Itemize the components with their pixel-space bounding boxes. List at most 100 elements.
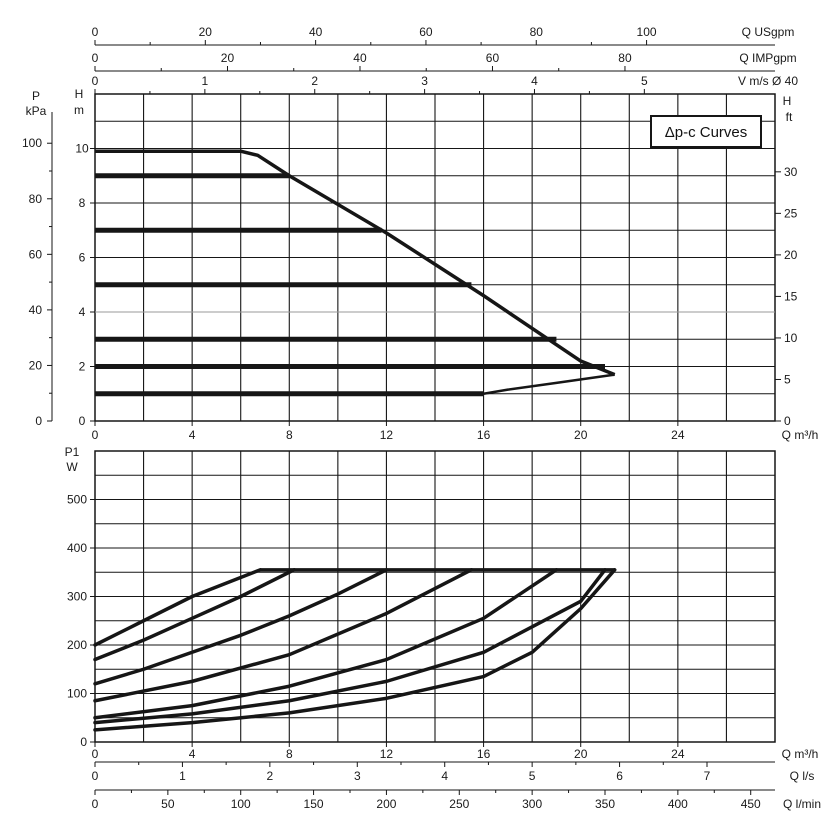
power-x-axis-label: Q m³/h <box>782 747 819 761</box>
ft-tick-label: 15 <box>784 289 798 303</box>
head-y-tick-label: 10 <box>75 142 89 156</box>
power-curve-4 <box>93 568 559 720</box>
power-x-tick-label: 24 <box>671 747 685 761</box>
head-x-tick-label: 24 <box>671 428 685 442</box>
power-y-tick-label: 400 <box>67 541 87 555</box>
top-axis-tick-label: 20 <box>199 25 213 39</box>
bottom-axis-tick-label: 7 <box>704 769 711 783</box>
head-y-tick-label: 8 <box>79 196 86 210</box>
ft-tick-label: 20 <box>784 248 798 262</box>
head-chart <box>47 40 781 426</box>
bottom-axis-tick-label: 350 <box>595 797 615 811</box>
top-axis-tick-label: 4 <box>531 74 538 88</box>
bottom-axis-tick-label: 400 <box>668 797 688 811</box>
top-axis-label: V m/s Ø 40 <box>738 74 798 88</box>
bottom-axis-tick-label: 250 <box>449 797 469 811</box>
head-min-curve <box>95 373 615 395</box>
top-axis-tick-label: 0 <box>92 25 99 39</box>
power-y-axis-unit: W <box>66 460 78 474</box>
top-axis-tick-label: 0 <box>92 51 99 65</box>
head-x-tick-label: 8 <box>286 428 293 442</box>
power-x-tick-label: 12 <box>380 747 394 761</box>
power-y-tick-label: 200 <box>67 638 87 652</box>
pressure-tick-label: 0 <box>35 414 42 428</box>
top-axis-tick-label: 80 <box>530 25 544 39</box>
bottom-axis-tick-label: 6 <box>616 769 623 783</box>
bottom-axis-tick-label: 100 <box>231 797 251 811</box>
head-x-tick-label: 4 <box>189 428 196 442</box>
power-curve-1 <box>93 568 296 662</box>
power-chart <box>90 450 776 795</box>
ft-tick-label: 30 <box>784 165 798 179</box>
power-x-tick-label: 20 <box>574 747 588 761</box>
head-max-curve <box>95 149 616 377</box>
pressure-axis-label: P <box>32 89 40 103</box>
top-axis-tick-label: 1 <box>202 74 209 88</box>
pressure-axis-unit: kPa <box>26 104 47 118</box>
bottom-axis-tick-label: 3 <box>354 769 361 783</box>
bottom-axis-tick-label: 5 <box>529 769 536 783</box>
power-y-tick-label: 500 <box>67 493 87 507</box>
bottom-axis-tick-label: 50 <box>161 797 175 811</box>
top-axis-tick-label: 40 <box>309 25 323 39</box>
top-axis-tick-label: 5 <box>641 74 648 88</box>
power-curve-5 <box>93 568 607 725</box>
pressure-tick-label: 100 <box>22 136 42 150</box>
chart-title: Δp-c Curves <box>665 124 748 141</box>
power-x-tick-label: 0 <box>92 747 99 761</box>
pressure-tick-label: 60 <box>29 247 43 261</box>
bottom-axis-tick-label: 0 <box>92 797 99 811</box>
power-y-axis-label: P1 <box>65 445 80 459</box>
top-axis-tick-label: 40 <box>353 51 367 65</box>
ft-tick-label: 25 <box>784 206 798 220</box>
ft-tick-label: 5 <box>784 372 791 386</box>
top-axis-label: Q USgpm <box>742 25 795 39</box>
top-axis-tick-label: 0 <box>92 74 99 88</box>
top-axis-label: Q IMPgpm <box>739 51 796 65</box>
head-y-axis-label: H <box>75 87 84 101</box>
head-y-tick-label: 6 <box>79 251 86 265</box>
ft-tick-label: 0 <box>784 414 791 428</box>
head-x-axis-label: Q m³/h <box>782 428 819 442</box>
top-axis-tick-label: 100 <box>637 25 657 39</box>
bottom-axis-tick-label: 1 <box>179 769 186 783</box>
power-curve-0 <box>93 568 262 647</box>
bottom-axis-tick-label: 300 <box>522 797 542 811</box>
power-curve-2 <box>93 568 389 686</box>
top-axis-tick-label: 2 <box>311 74 318 88</box>
ft-axis-unit: ft <box>786 110 793 124</box>
pressure-tick-label: 40 <box>29 303 43 317</box>
bottom-axis-tick-label: 150 <box>304 797 324 811</box>
top-axis-tick-label: 20 <box>221 51 235 65</box>
power-curve-6 <box>93 568 617 732</box>
bottom-axis-label: Q l/s <box>790 769 815 783</box>
ft-tick-label: 10 <box>784 331 798 345</box>
power-y-tick-label: 300 <box>67 590 87 604</box>
head-y-tick-label: 4 <box>79 305 86 319</box>
power-y-tick-label: 0 <box>80 735 87 749</box>
power-x-tick-label: 16 <box>477 747 491 761</box>
power-x-tick-label: 8 <box>286 747 293 761</box>
top-axis-tick-label: 3 <box>421 74 428 88</box>
head-x-tick-label: 20 <box>574 428 588 442</box>
bottom-axis-tick-label: 200 <box>376 797 396 811</box>
bottom-axis-label: Q l/min <box>783 797 821 811</box>
power-curve-3 <box>93 568 474 703</box>
head-y-tick-label: 0 <box>79 414 86 428</box>
pressure-tick-label: 20 <box>29 358 43 372</box>
bottom-axis-tick-label: 450 <box>741 797 761 811</box>
power-x-tick-label: 4 <box>189 747 196 761</box>
power-y-tick-label: 100 <box>67 687 87 701</box>
legend-badge <box>650 115 762 148</box>
bottom-axis-tick-label: 2 <box>267 769 274 783</box>
head-x-tick-label: 12 <box>380 428 394 442</box>
bottom-axis-tick-label: 4 <box>441 769 448 783</box>
head-x-tick-label: 0 <box>92 428 99 442</box>
bottom-axis-tick-label: 0 <box>92 769 99 783</box>
top-axis-tick-label: 60 <box>419 25 433 39</box>
ft-axis-label: H <box>783 94 792 108</box>
head-y-tick-label: 2 <box>79 360 86 374</box>
head-x-tick-label: 16 <box>477 428 491 442</box>
pressure-tick-label: 80 <box>29 192 43 206</box>
